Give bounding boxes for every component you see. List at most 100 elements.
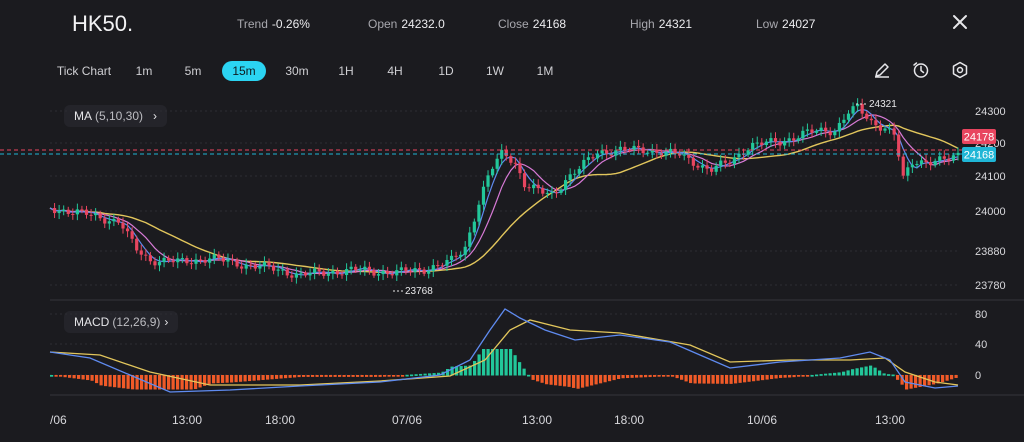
- histogram-bar: [468, 365, 472, 376]
- histogram-bar: [716, 375, 720, 384]
- tab-30m[interactable]: 30m: [285, 64, 309, 78]
- candle-body: [322, 271, 326, 276]
- histogram-bar: [495, 349, 499, 376]
- histogram-bar: [941, 375, 945, 383]
- candle-body: [513, 162, 518, 164]
- histogram-bar: [779, 375, 783, 378]
- histogram-bar: [149, 375, 153, 390]
- close-stat: Close 24168: [498, 17, 567, 31]
- tab-4h[interactable]: 4H: [387, 64, 403, 78]
- candle-body: [449, 255, 454, 261]
- histogram-bar: [86, 375, 90, 381]
- histogram-bar: [576, 375, 580, 389]
- candle-body: [737, 153, 741, 158]
- tab-1-month[interactable]: 1M: [536, 64, 554, 78]
- tab-1m[interactable]: 1m: [135, 64, 153, 78]
- candle-body: [153, 261, 157, 266]
- time-tick-label: 13:00: [522, 413, 552, 427]
- candle-body: [641, 147, 645, 154]
- histogram-bar: [653, 375, 657, 377]
- histogram-bar: [531, 375, 535, 380]
- histogram-bar: [554, 375, 558, 386]
- candle-body: [664, 151, 668, 156]
- histogram-bar: [153, 375, 157, 390]
- candle-body: [582, 159, 586, 169]
- candle-body: [52, 208, 57, 214]
- price-tick-label: 24200: [975, 138, 1006, 150]
- candle-body: [919, 160, 924, 164]
- ma30-line: [49, 124, 959, 274]
- candle-body: [290, 275, 294, 278]
- histogram-bar: [243, 375, 247, 382]
- histogram-bar: [882, 373, 886, 376]
- macd-tick-label: 40: [975, 339, 987, 351]
- tab-5m[interactable]: 5m: [184, 64, 202, 78]
- candle-body: [901, 156, 905, 176]
- histogram-bar: [275, 375, 279, 379]
- histogram-bar: [738, 375, 742, 383]
- candle-body: [828, 131, 832, 136]
- tab-1h[interactable]: 1H: [338, 64, 354, 78]
- close-icon[interactable]: [948, 10, 972, 34]
- candle-body: [659, 152, 664, 156]
- macd-indicator-pill[interactable]: MACD (12,26,9) ›: [64, 311, 179, 333]
- candle-body: [303, 272, 308, 276]
- histogram-bar: [594, 375, 598, 385]
- candle-body: [773, 138, 778, 143]
- candle-body: [796, 138, 800, 141]
- histogram-bar: [135, 375, 139, 390]
- histogram-bar: [720, 375, 724, 384]
- time-tick-label: 18:00: [265, 413, 295, 427]
- candle-body: [189, 263, 194, 265]
- candle-body: [673, 148, 677, 154]
- tab-1d[interactable]: 1D: [438, 64, 454, 78]
- candle-body: [637, 145, 641, 148]
- histogram-bar: [747, 375, 751, 382]
- settings-hex-icon[interactable]: [950, 60, 970, 80]
- histogram-bar: [860, 367, 864, 376]
- histogram-bar: [248, 375, 252, 382]
- histogram-bar: [279, 375, 283, 379]
- candle-body: [732, 157, 737, 165]
- histogram-bar: [626, 375, 630, 379]
- histogram-bar: [846, 370, 850, 376]
- candle-body: [532, 184, 536, 189]
- histogram-bar: [698, 375, 702, 384]
- candle-body: [618, 146, 622, 151]
- candle-body: [240, 266, 244, 269]
- candle-body: [203, 260, 207, 263]
- histogram-bar: [315, 375, 319, 377]
- histogram-bar: [486, 349, 490, 376]
- candle-body: [185, 258, 189, 264]
- tab-tick-chart[interactable]: Tick Chart: [56, 64, 112, 78]
- histogram-bar: [509, 349, 513, 376]
- candle-body: [404, 267, 408, 272]
- histogram-bar: [873, 367, 877, 376]
- histogram-bar: [702, 375, 706, 384]
- candle-body: [335, 270, 340, 275]
- histogram-bar: [261, 375, 265, 380]
- candle-body: [94, 213, 98, 216]
- candle-body: [728, 162, 732, 165]
- candle-body: [226, 259, 230, 262]
- candle-body: [436, 265, 440, 267]
- candle-body: [769, 138, 773, 142]
- ma-indicator-pill[interactable]: MA (5,10,30) ›: [64, 105, 168, 127]
- tab-1w[interactable]: 1W: [486, 64, 504, 78]
- histogram-bar: [324, 375, 328, 377]
- histogram-bar: [234, 375, 238, 383]
- histogram-bar: [428, 373, 432, 376]
- pencil-icon[interactable]: [872, 60, 892, 80]
- histogram-bar: [405, 374, 409, 377]
- tab-15m[interactable]: 15m: [222, 61, 266, 81]
- candle-body: [144, 254, 148, 256]
- histogram-bar: [828, 373, 832, 376]
- candle-body: [308, 273, 312, 276]
- macd-params: (12,26,9): [112, 315, 161, 329]
- timer-icon[interactable]: [911, 60, 931, 80]
- candle-body: [262, 262, 267, 267]
- candle-body: [563, 180, 568, 190]
- histogram-bar: [518, 362, 522, 376]
- candle-body: [271, 265, 276, 271]
- candle-body: [956, 152, 960, 156]
